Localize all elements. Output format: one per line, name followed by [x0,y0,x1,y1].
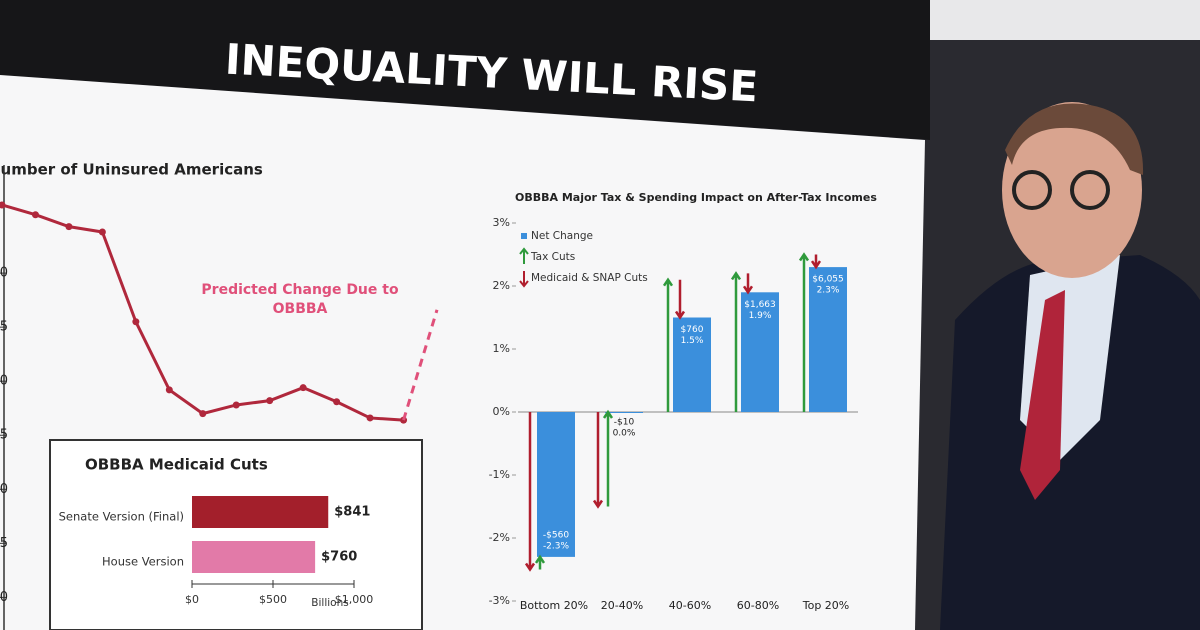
x-tick-label: Top 20% [802,599,850,612]
value-label: -2.3% [543,541,570,551]
chart-title: OBBBA Medicaid Cuts [85,456,268,474]
y-tick-label: 0% [493,405,510,418]
legend-label: Net Change [531,230,593,242]
data-point [65,223,73,231]
y-tick-label: 2% [493,279,510,292]
chart-title: OBBBA Major Tax & Spending Impact on Aft… [515,191,877,204]
dollar-label: $760 [681,325,704,335]
arrow [742,273,754,295]
hair [1005,103,1144,175]
data-point [299,384,307,392]
x-tick-label: $1,000 [335,593,374,606]
y-tick-label: 30 [0,374,8,389]
y-tick-label: 20 [0,482,8,497]
data-line [402,309,439,421]
category-label: Senate Version (Final) [59,510,184,524]
legend-label: Tax Cuts [530,251,575,263]
arrow [602,409,614,507]
dollar-label: $1,663 [744,300,776,310]
x-tick-label: 20-40% [601,599,643,612]
legend-swatch [521,233,527,239]
arrow [798,252,810,412]
arrow [810,254,822,270]
annotation: OBBBA [273,301,328,317]
x-tick-label: 40-60% [669,599,711,612]
data-point [333,398,341,406]
value-label: 0.0% [613,429,636,439]
bar [673,317,711,412]
bar [192,496,329,528]
data-point [31,211,39,219]
data-point [199,410,207,418]
legend-label: Medicaid & SNAP Cuts [531,272,648,284]
arrow [592,412,604,509]
x-tick-label: $500 [259,593,287,606]
y-tick-label: 15 [0,536,8,551]
value-label: 1.9% [749,311,772,321]
arrow [524,412,536,572]
bar [809,267,847,412]
data-point [232,401,240,409]
data-point [0,201,6,209]
data-point [266,397,274,405]
y-tick-label: 3% [493,216,510,229]
arrow [534,554,546,570]
value-label: 2.3% [817,286,840,296]
data-point [165,386,173,394]
y-tick-label: 1% [493,342,510,355]
bar [605,412,643,413]
dollar-label: $6,055 [812,275,844,285]
y-tick-label: 35 [0,320,8,335]
glasses [1012,170,1052,210]
x-tick-label: Bottom 20% [520,599,588,612]
bar [741,292,779,412]
y-tick-label: -3% [489,594,510,607]
legend-arrow [519,271,529,288]
banner [0,0,930,140]
data-point [366,414,374,422]
y-tick-label: 10 [0,590,8,605]
x-axis-label: Billions [311,597,348,609]
annotation: Predicted Change Due to [201,282,399,298]
category-label: House Version [102,555,184,569]
medicaid-box [49,439,423,630]
glasses [1070,170,1110,210]
arrow [674,279,686,320]
legend-arrow [519,247,529,264]
value-label: 1.5% [681,336,704,346]
bar [192,541,316,573]
data-point [132,318,140,326]
x-tick-label: $0 [185,593,199,606]
bar [537,412,575,557]
dollar-label: -$10 [614,418,635,428]
x-tick-label: 60-80% [737,599,779,612]
arrow [730,271,742,412]
value-label: $760 [321,550,357,565]
y-tick-label: 25 [0,428,8,443]
presenter [940,102,1200,630]
chart-title: Number of Uninsured Americans [0,161,263,179]
arrow [662,277,674,412]
dollar-label: -$560 [543,530,569,540]
tie [1020,290,1065,500]
y-tick-label: 40 [0,266,8,281]
y-tick-label: -1% [489,468,510,481]
data-point [98,228,106,236]
y-tick-label: -2% [489,531,510,544]
value-label: $841 [334,505,370,520]
